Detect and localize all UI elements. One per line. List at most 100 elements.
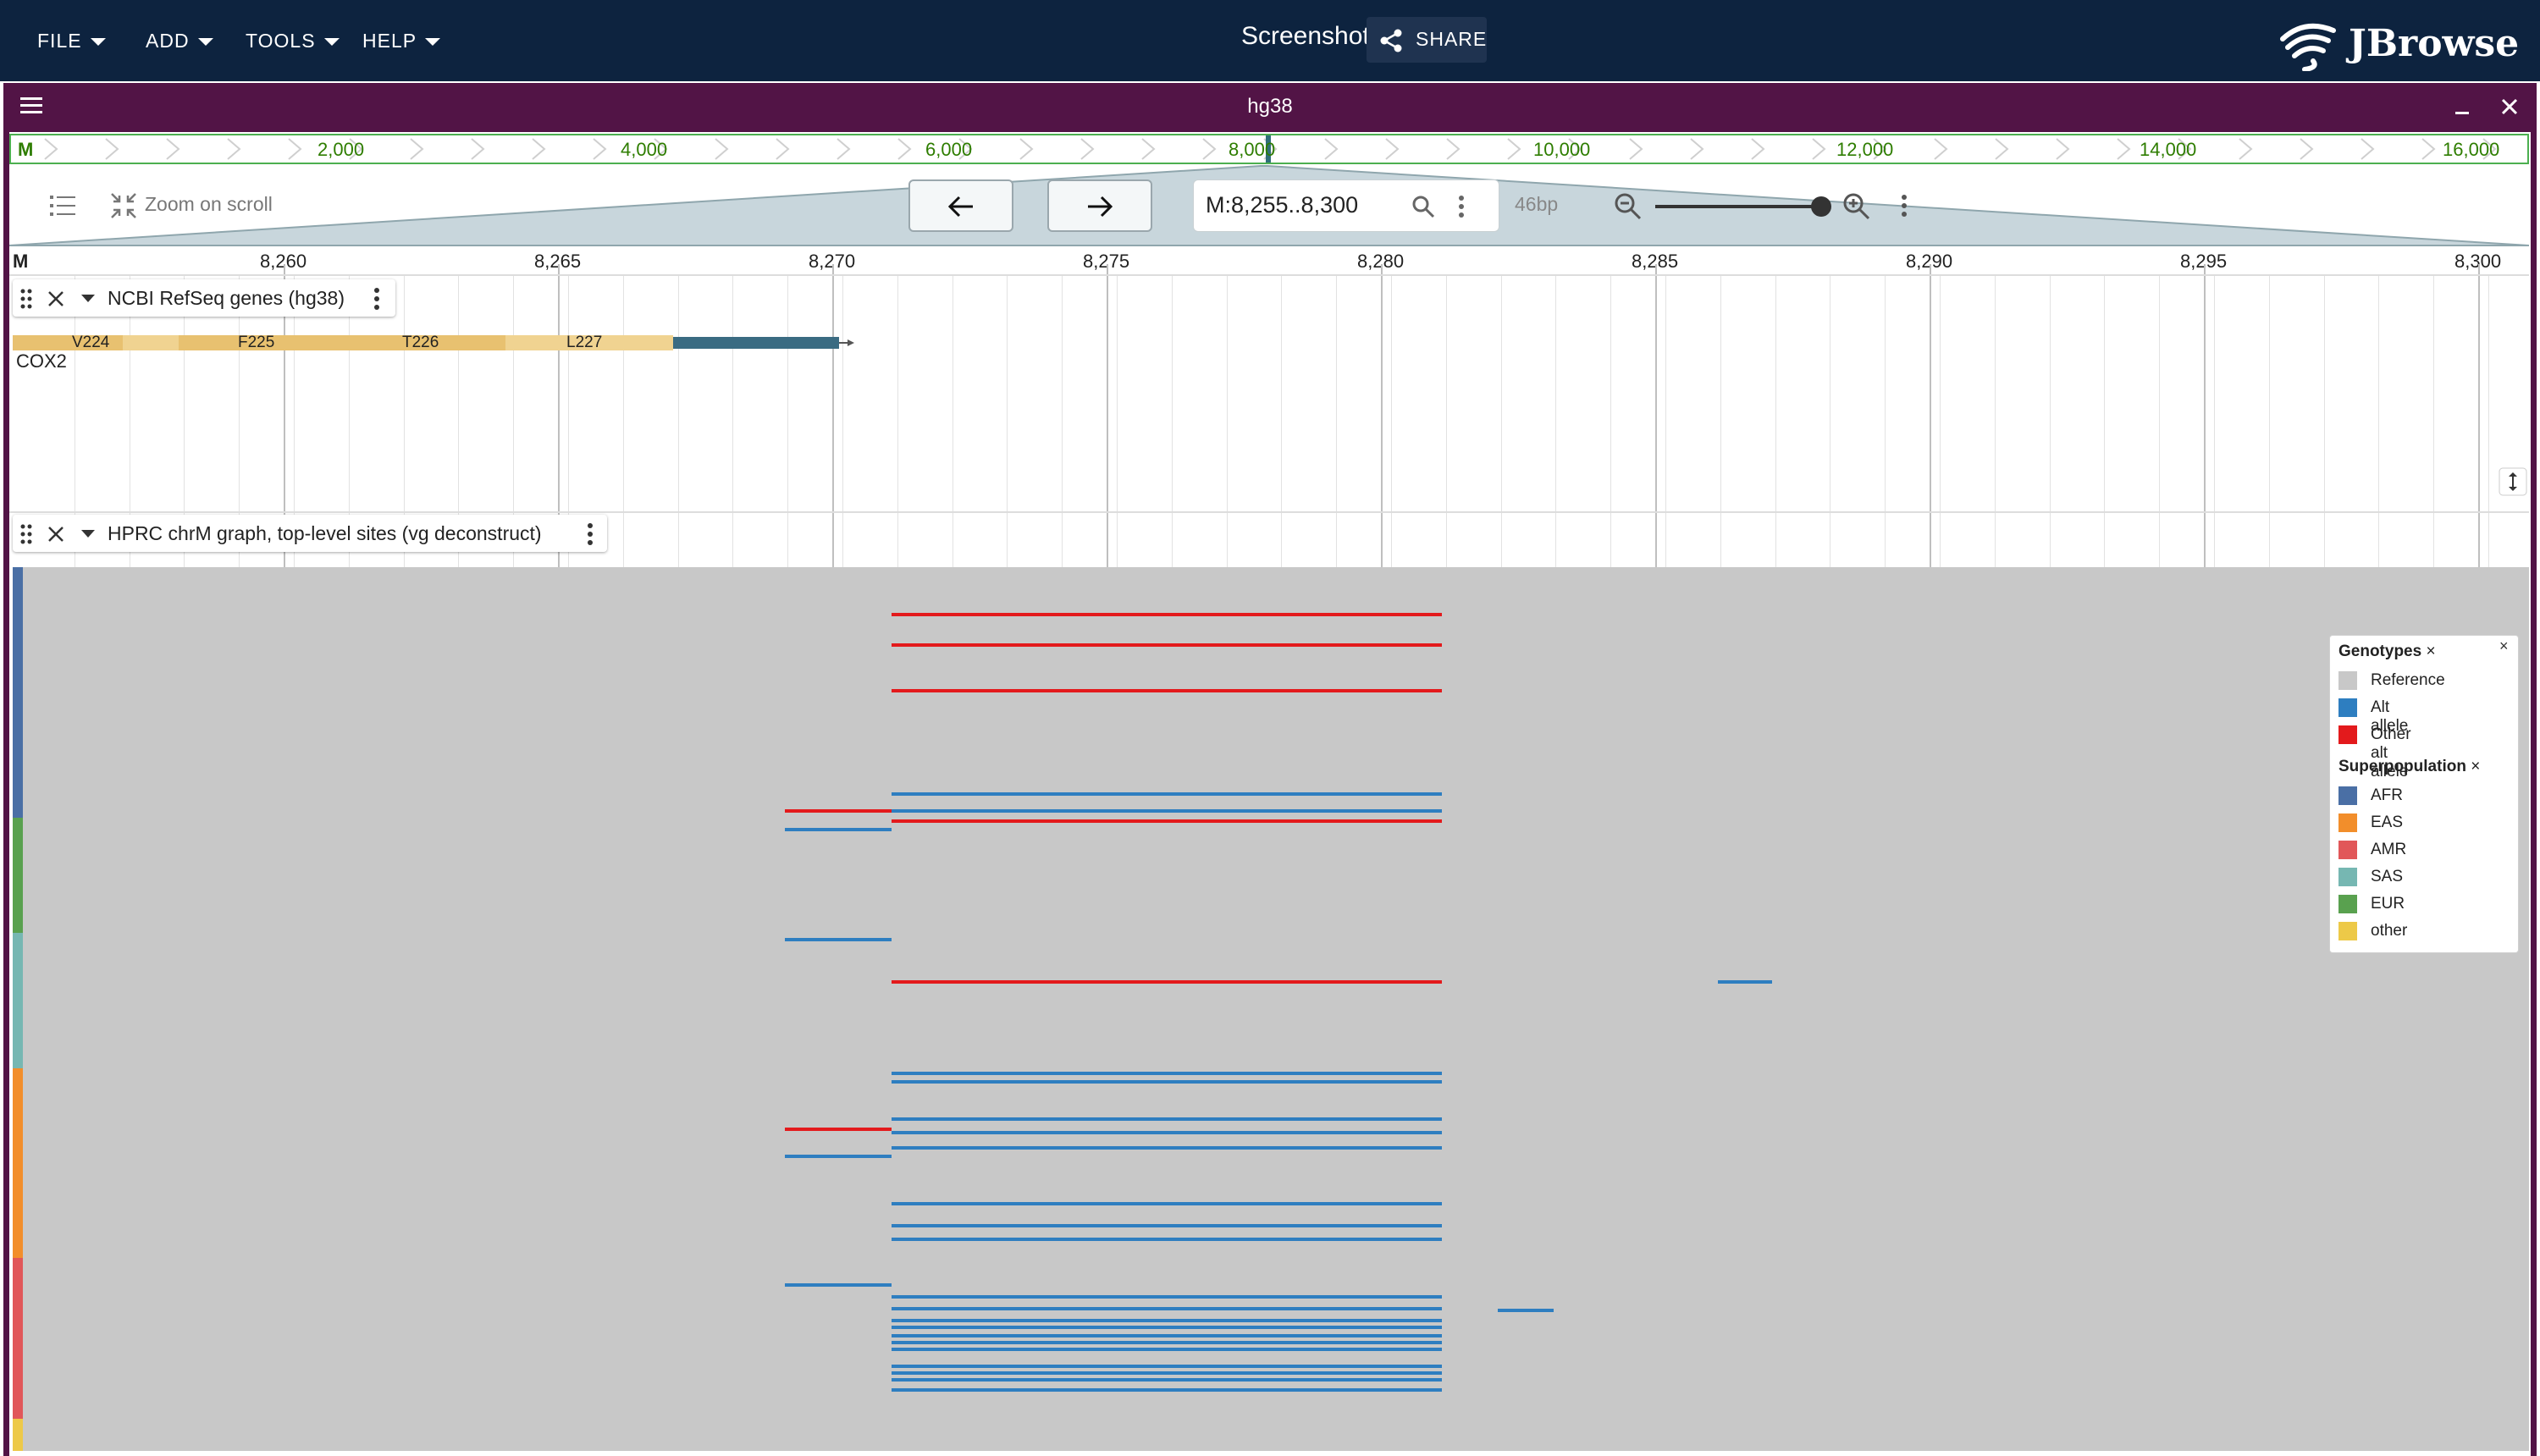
codon-label: F225 [238,334,275,351]
session-title[interactable]: Screenshot [1241,22,1370,50]
zoom-on-scroll-label[interactable]: Zoom on scroll [145,193,273,215]
legend-item-label: other [2371,922,2408,940]
genotype-segment[interactable] [892,1319,1442,1322]
share-button[interactable]: SHARE [1367,17,1487,63]
hprc-track-label[interactable]: HPRC chrM graph, top-level sites (vg dec… [13,515,607,552]
genotype-segment[interactable] [892,1348,1442,1351]
genotype-segment[interactable] [892,980,1442,984]
genotype-segment[interactable] [892,1388,1442,1392]
add-menu[interactable]: ADD [146,24,213,58]
zoom-slider-thumb[interactable] [1811,196,1831,217]
ruler-tick-label: 8,280 [1357,251,1405,272]
minimize-icon[interactable] [2450,95,2474,119]
arrow-left-icon [947,196,973,218]
genotype-segment[interactable] [892,1307,1442,1310]
legend-section-close[interactable]: × [2426,643,2436,660]
overview-label: 12,000 [1836,139,1894,160]
genotype-segment[interactable] [892,1072,1442,1075]
genotype-segment[interactable] [892,819,1442,823]
genotype-segment[interactable] [892,1334,1442,1337]
collapse-caret-icon[interactable] [80,529,96,539]
view-menu-icon[interactable] [19,95,44,117]
location-input[interactable] [1206,192,1400,218]
legend-swatch [2338,895,2357,913]
genotype-segment[interactable] [1498,1309,1554,1312]
close-track-icon[interactable] [47,290,65,308]
utr-feature[interactable] [673,337,839,349]
drag-handle-icon[interactable] [19,288,33,310]
genotype-segment[interactable] [785,1155,892,1158]
genotype-segment[interactable] [892,809,1442,813]
genotype-segment[interactable] [892,1117,1442,1121]
resize-height-icon[interactable] [2499,467,2527,496]
genotype-segment[interactable] [892,1365,1442,1368]
genotype-segment[interactable] [892,689,1442,692]
codon-block [179,335,345,350]
genotype-segment[interactable] [892,643,1442,647]
genotype-segment[interactable] [892,613,1442,616]
genotype-segment[interactable] [892,1146,1442,1150]
genotype-segment[interactable] [892,1238,1442,1241]
genotype-segment[interactable] [785,809,892,813]
tools-menu[interactable]: TOOLS [246,24,340,58]
overview-ruler[interactable]: M 2,000 4,000 6,000 8,000 10,000 12,000 … [9,134,2529,164]
more-vert-icon[interactable] [1899,193,1909,218]
ruler-chrom: M [13,251,29,272]
track-menu-icon[interactable] [585,522,595,546]
track-divider [9,511,2529,513]
genotype-segment[interactable] [892,1326,1442,1329]
legend-swatch [2338,841,2357,859]
genotype-segment[interactable] [785,1283,892,1287]
close-track-icon[interactable] [47,525,65,543]
track-title: NCBI RefSeq genes (hg38) [108,287,345,309]
legend-section-close[interactable]: × [2471,758,2481,775]
legend-genotypes-title: Genotypes × [2338,643,2436,661]
genotype-segment[interactable] [785,938,892,941]
strand-arrow-icon [839,339,854,346]
logo-text: JBrowse [2349,22,2520,65]
zoom-out-icon[interactable] [1613,191,1643,222]
codon-block [340,335,505,350]
genotype-segment[interactable] [892,792,1442,796]
drag-handle-icon[interactable] [19,523,33,545]
legend-close-icon[interactable]: × [2499,637,2509,654]
gene-name-label[interactable]: COX2 [16,350,67,372]
genotype-segment[interactable] [892,1341,1442,1344]
genotype-segment[interactable] [892,1080,1442,1084]
zoom-in-icon[interactable] [1842,191,1872,222]
collapse-caret-icon[interactable] [80,294,96,304]
more-vert-icon[interactable] [1456,194,1466,219]
zoom-on-scroll-icon[interactable] [109,191,138,220]
genotype-segment[interactable] [1718,980,1772,984]
close-icon[interactable] [2498,95,2521,119]
track-selector-icon[interactable] [48,193,77,218]
file-menu[interactable]: FILE [37,24,106,58]
codon-label: T226 [402,334,439,351]
variant-matrix[interactable] [13,567,2529,1451]
genotype-segment[interactable] [892,1378,1442,1382]
genotype-segment[interactable] [892,1202,1442,1205]
location-search-box[interactable] [1193,179,1499,232]
genotype-segment[interactable] [785,1128,892,1131]
overview-label: 10,000 [1533,139,1591,160]
jbrowse-logo-icon [2280,23,2336,71]
scroll-left-button[interactable] [908,179,1013,232]
legend-item-label: AMR [2371,841,2407,858]
genotype-segment[interactable] [892,1295,1442,1299]
help-menu[interactable]: HELP [362,24,441,58]
genotype-segment[interactable] [892,1131,1442,1134]
scroll-right-button[interactable] [1047,179,1152,232]
track-title: HPRC chrM graph, top-level sites (vg dec… [108,522,542,544]
genotype-segment[interactable] [785,828,892,831]
jbrowse-logo: JBrowse [2279,15,2520,74]
genotype-segment[interactable] [892,1371,1442,1375]
search-icon[interactable] [1411,194,1436,219]
legend-swatch [2338,786,2357,805]
genotype-segment[interactable] [892,1224,1442,1227]
track-menu-icon[interactable] [372,287,382,311]
ruler-tick-label: 8,260 [260,251,307,272]
superpop-bar-eur [13,818,23,933]
refseq-track-label[interactable]: NCBI RefSeq genes (hg38) [13,279,395,317]
zoom-slider-track[interactable] [1655,205,1823,208]
superpop-bar-amr [13,1258,23,1419]
